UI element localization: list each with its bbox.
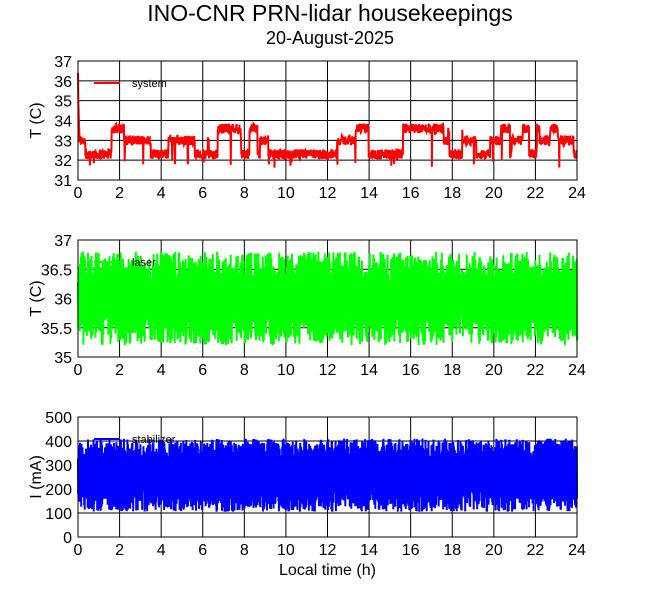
y-tick-label: 35: [54, 350, 72, 367]
series-stabilizer: [77, 438, 578, 512]
x-tick-label: 18: [443, 542, 461, 559]
series-laser: [77, 251, 578, 346]
y-tick-label: 35.5: [41, 321, 72, 338]
series-line: [77, 251, 578, 346]
plot-frame: [77, 60, 578, 181]
x-tick-label: 6: [198, 185, 207, 202]
x-tick-label: 10: [277, 542, 295, 559]
x-tick-label: 0: [74, 185, 83, 202]
x-tick-label: 20: [485, 185, 503, 202]
chart-date: 20-August-2025: [265, 28, 395, 48]
y-tick-label: 100: [45, 506, 72, 523]
y-tick-label: 33: [54, 133, 72, 150]
x-tick-label: 8: [240, 542, 249, 559]
y-tick-label: 0: [63, 530, 72, 547]
x-axis-label: Local time (h): [279, 562, 376, 579]
legend-label: stabilizer: [132, 434, 176, 446]
x-tick-label: 8: [240, 362, 249, 379]
x-tick-label: 10: [277, 362, 295, 379]
y-tick-label: 36: [54, 74, 72, 91]
x-tick-label: 4: [157, 362, 166, 379]
x-tick-label: 22: [527, 542, 545, 559]
x-tick-label: 6: [198, 542, 207, 559]
y-tick-label: 200: [45, 482, 72, 499]
legend-label: laser: [132, 257, 156, 269]
x-tick-label: 14: [360, 542, 378, 559]
x-tick-label: 0: [74, 542, 83, 559]
series-line: [77, 72, 578, 168]
x-tick-label: 2: [115, 542, 124, 559]
x-tick-label: 18: [443, 185, 461, 202]
x-tick-label: 14: [360, 185, 378, 202]
y-tick-label: 37: [54, 233, 72, 250]
y-tick-label: 32: [54, 153, 72, 170]
y-tick-label: 36.5: [41, 262, 72, 279]
legend: system: [94, 78, 167, 90]
y-axis-label: T (C): [28, 280, 45, 316]
x-tick-label: 22: [527, 185, 545, 202]
y-tick-label: 35: [54, 94, 72, 111]
x-tick-label: 6: [198, 362, 207, 379]
x-tick-label: 12: [319, 542, 337, 559]
y-tick-label: 34: [54, 114, 72, 131]
y-tick-label: 500: [45, 410, 72, 427]
x-tick-label: 16: [402, 542, 420, 559]
y-tick-label: 300: [45, 458, 72, 475]
y-axis-label: I (mA): [28, 455, 45, 499]
y-tick-label: 400: [45, 434, 72, 451]
x-tick-label: 4: [157, 542, 166, 559]
x-tick-label: 12: [319, 362, 337, 379]
chart-title: INO-CNR PRN-lidar housekeepings: [147, 0, 513, 26]
x-tick-label: 4: [157, 185, 166, 202]
x-tick-label: 22: [527, 362, 545, 379]
x-tick-label: 24: [568, 185, 586, 202]
legend-label: system: [132, 78, 167, 90]
x-tick-label: 20: [485, 362, 503, 379]
plot-frame: [77, 239, 578, 358]
y-tick-label: 37: [54, 54, 72, 71]
x-tick-label: 24: [568, 362, 586, 379]
x-tick-label: 12: [319, 185, 337, 202]
x-tick-label: 24: [568, 542, 586, 559]
x-tick-label: 18: [443, 362, 461, 379]
x-tick-label: 20: [485, 542, 503, 559]
plot-frame: [77, 416, 578, 538]
x-tick-label: 10: [277, 185, 295, 202]
x-tick-label: 14: [360, 362, 378, 379]
series-system: [77, 72, 578, 168]
x-tick-label: 0: [74, 362, 83, 379]
legend: laser: [94, 257, 156, 269]
x-tick-label: 16: [402, 362, 420, 379]
x-tick-label: 2: [115, 185, 124, 202]
x-tick-label: 8: [240, 185, 249, 202]
x-tick-label: 16: [402, 185, 420, 202]
y-tick-label: 36: [54, 292, 72, 309]
x-tick-label: 2: [115, 362, 124, 379]
series-line: [77, 438, 578, 512]
legend: stabilizer: [94, 434, 176, 446]
y-tick-label: 31: [54, 173, 72, 190]
y-axis-label: T (C): [28, 102, 45, 138]
